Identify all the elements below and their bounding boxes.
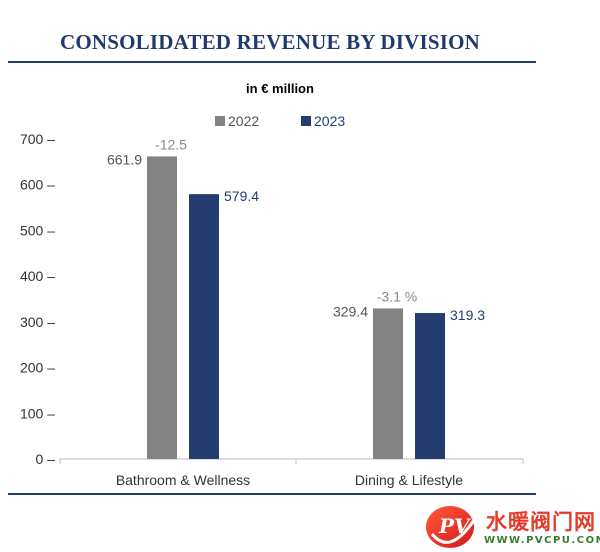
pv-logo-icon: PV bbox=[426, 506, 476, 548]
change-label: -12.5 bbox=[155, 136, 187, 152]
chart-subtitle: in € million bbox=[246, 81, 314, 96]
change-label: -3.1 % bbox=[377, 288, 417, 304]
chart-title: CONSOLIDATED REVENUE BY DIVISION bbox=[59, 30, 481, 54]
y-tick-label: 600 – bbox=[20, 177, 55, 193]
y-tick-label: 700 – bbox=[20, 131, 55, 147]
y-tick-label: 200 – bbox=[20, 360, 55, 376]
category-label: Bathroom & Wellness bbox=[116, 472, 250, 488]
y-tick-label: 300 – bbox=[20, 314, 55, 330]
title-rule bbox=[8, 61, 536, 63]
bar-2023-1 bbox=[415, 313, 445, 459]
watermark: PV 水暖阀门网 WWW.PVCPU.COM bbox=[418, 500, 600, 552]
y-tick-label: 400 – bbox=[20, 268, 55, 284]
watermark-url: WWW.PVCPU.COM bbox=[484, 535, 600, 546]
bar-2022-0 bbox=[147, 156, 177, 459]
data-label-2022: 661.9 bbox=[107, 151, 142, 167]
data-label-2022: 329.4 bbox=[333, 303, 368, 319]
footer-rule bbox=[8, 493, 536, 495]
data-label-2023: 579.4 bbox=[224, 188, 259, 204]
legend-label-2022: 2022 bbox=[228, 113, 259, 129]
logo-text: PV bbox=[438, 514, 472, 538]
legend-swatch-2023 bbox=[301, 116, 311, 126]
legend-label-2023: 2023 bbox=[314, 113, 345, 129]
bar-2022-1 bbox=[373, 308, 403, 459]
y-tick-label: 0 – bbox=[36, 451, 56, 467]
data-label-2023: 319.3 bbox=[450, 307, 485, 323]
legend-swatch-2022 bbox=[215, 116, 225, 126]
y-tick-label: 100 – bbox=[20, 405, 55, 421]
category-label: Dining & Lifestyle bbox=[355, 472, 463, 488]
bar-2023-0 bbox=[189, 194, 219, 460]
watermark-brand: 水暖阀门网 bbox=[486, 510, 596, 534]
y-tick-label: 500 – bbox=[20, 222, 55, 238]
